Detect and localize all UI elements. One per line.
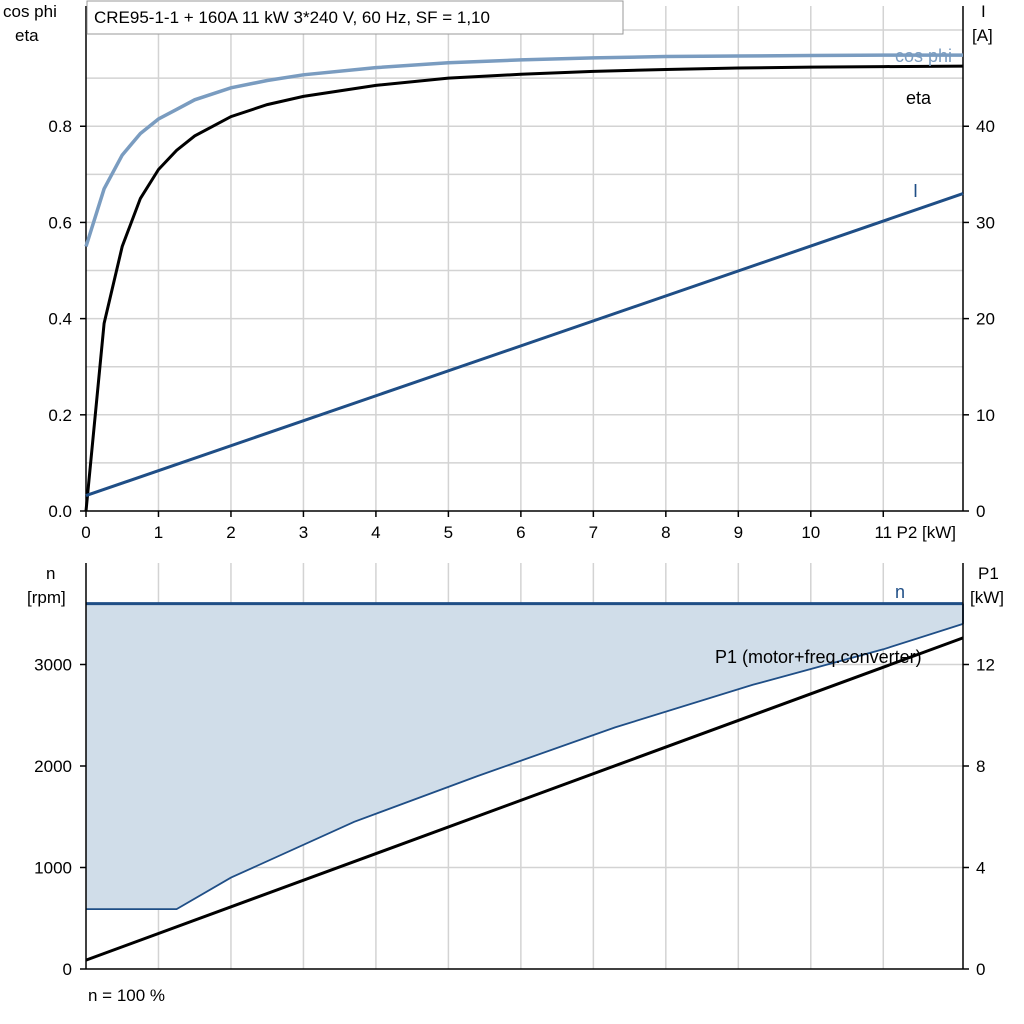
y-tick-label-right: 4 bbox=[976, 859, 985, 878]
y-tick-label-left: 1000 bbox=[34, 859, 72, 878]
y-axis-label-left: n bbox=[46, 564, 55, 583]
x-tick-label: 0 bbox=[81, 523, 90, 542]
y-axis-label-right: P1 bbox=[978, 564, 999, 583]
y-tick-label-right: 8 bbox=[976, 757, 985, 776]
x-tick-label: 11 bbox=[874, 523, 892, 542]
series-line-current bbox=[85, 192, 964, 498]
series-label-p1: P1 (motor+freq.converter) bbox=[715, 647, 922, 667]
x-tick-label: 1 bbox=[154, 523, 163, 542]
y-tick-label-right: 0 bbox=[976, 960, 985, 979]
series-line-eta bbox=[84, 64, 964, 512]
y-tick-label-right: 20 bbox=[976, 310, 995, 329]
y-axis-label-left: [rpm] bbox=[27, 588, 66, 607]
x-tick-label: 4 bbox=[371, 523, 380, 542]
operating-range-area bbox=[86, 603, 963, 910]
y-tick-label-right: 0 bbox=[976, 502, 985, 521]
series-label-n: n bbox=[895, 582, 905, 602]
x-tick-label: 6 bbox=[516, 523, 525, 542]
y-axis-label-right: [A] bbox=[972, 26, 993, 45]
y-tick-label-right: 40 bbox=[976, 117, 995, 136]
y-tick-label-right: 12 bbox=[976, 656, 995, 675]
y-tick-label-right: 10 bbox=[976, 406, 995, 425]
x-tick-label: 7 bbox=[589, 523, 598, 542]
series-label-current: I bbox=[913, 181, 918, 201]
y-tick-label-left: 0.8 bbox=[48, 117, 72, 136]
series-label-cos-phi: cos phi bbox=[895, 46, 952, 66]
y-tick-label-left: 0.2 bbox=[48, 406, 72, 425]
chart-title: CRE95-1-1 + 160A 11 kW 3*240 V, 60 Hz, S… bbox=[94, 8, 490, 27]
y-axis-label-right: I bbox=[981, 2, 986, 21]
x-tick-label: 2 bbox=[226, 523, 235, 542]
title-box bbox=[86, 0, 624, 35]
x-tick-label: 9 bbox=[734, 523, 743, 542]
series-label-eta: eta bbox=[906, 88, 932, 108]
footnote: n = 100 % bbox=[88, 986, 165, 1005]
y-tick-label-left: 0 bbox=[63, 960, 72, 979]
x-axis-label: P2 [kW] bbox=[896, 523, 956, 542]
y-axis-label-left: cos phi bbox=[3, 2, 57, 21]
y-tick-label-left: 3000 bbox=[34, 656, 72, 675]
y-tick-label-right: 30 bbox=[976, 213, 995, 232]
x-tick-label: 8 bbox=[661, 523, 670, 542]
x-tick-label: 5 bbox=[444, 523, 453, 542]
series-line-n-min bbox=[86, 623, 964, 910]
series-line-cos-phi bbox=[84, 53, 963, 248]
y-tick-label-left: 0.4 bbox=[48, 310, 72, 329]
x-tick-label: 10 bbox=[801, 523, 820, 542]
y-axis-label-right: [kW] bbox=[970, 588, 1004, 607]
y-tick-label-left: 2000 bbox=[34, 757, 72, 776]
series-line-p1 bbox=[85, 636, 964, 962]
y-tick-label-left: 0.0 bbox=[48, 502, 72, 521]
x-tick-label: 3 bbox=[299, 523, 308, 542]
y-tick-label-left: 0.6 bbox=[48, 213, 72, 232]
y-axis-label-left: eta bbox=[15, 26, 39, 45]
